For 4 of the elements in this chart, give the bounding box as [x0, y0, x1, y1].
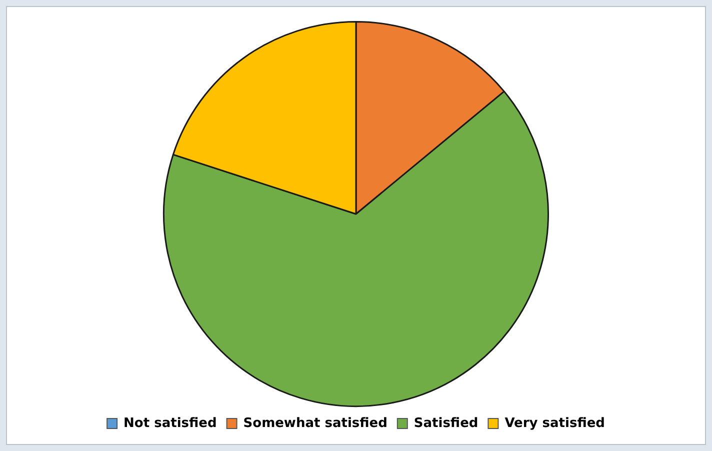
legend-label: Not satisfied	[124, 416, 217, 431]
legend-label: Very satisfied	[504, 416, 605, 431]
legend-label: Satisfied	[414, 416, 478, 431]
legend-label: Somewhat satisfied	[243, 416, 388, 431]
